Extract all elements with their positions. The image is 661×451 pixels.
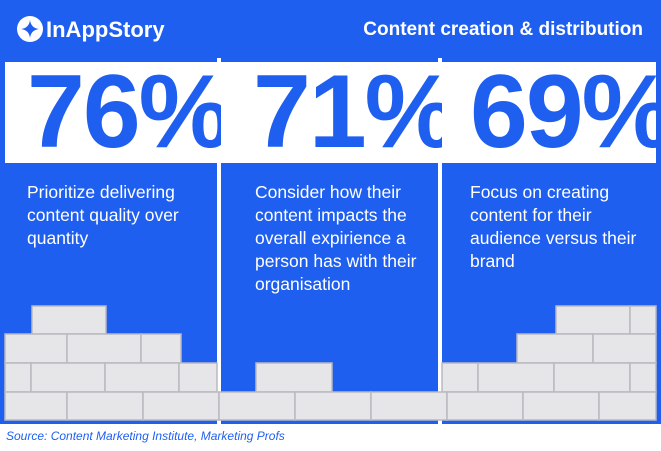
header-title: Content creation & distribution [363, 19, 643, 40]
brand: InAppStory [46, 17, 165, 42]
stat-text: Consider how their content impacts the o… [255, 182, 417, 294]
stat-text: Focus on creating content for their audi… [470, 182, 637, 271]
stat-value: 69% [442, 60, 661, 164]
stat-value: 71% [221, 60, 457, 164]
bricks [4, 305, 657, 421]
stat-text: Prioritize delivering content quality ov… [27, 182, 179, 248]
stat-value: 76% [5, 60, 231, 164]
source: Source: Content Marketing Institute, Mar… [6, 429, 285, 443]
